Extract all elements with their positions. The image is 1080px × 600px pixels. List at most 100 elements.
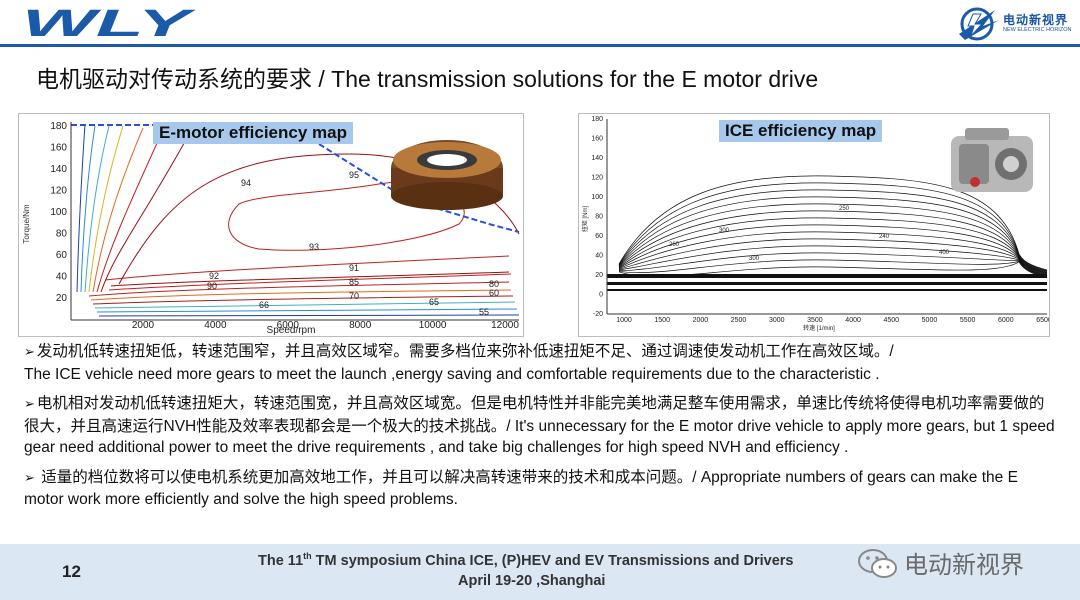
ice-contour-label: 300 bbox=[719, 228, 730, 234]
header-rule bbox=[0, 44, 1080, 47]
emap-x-tick-label: 6000 bbox=[277, 320, 300, 331]
ice-contour-line bbox=[618, 252, 1048, 277]
ice-contour-line bbox=[618, 189, 1048, 272]
ice-contour-line bbox=[618, 238, 1048, 276]
footer-event-title: The 11th TM symposium China ICE, (P)HEV … bbox=[258, 551, 794, 569]
emap-y-tick-label: 180 bbox=[50, 121, 67, 132]
ice-efficiency-map: -20 0 20 40 60 80 100 120 140 160 180 1000 1500 2000… bbox=[578, 113, 1052, 337]
ice-x-tick-label: 5500 bbox=[960, 317, 976, 324]
emap-y-tick-label: 40 bbox=[56, 272, 68, 283]
ice-x-tick-label: 3500 bbox=[807, 317, 823, 324]
emap-x-tick-label: 4000 bbox=[204, 320, 227, 331]
emap-y-tick-label: 20 bbox=[56, 293, 68, 304]
bullet-text-en: It's unnecessary for the E motor drive v… bbox=[24, 417, 1055, 457]
footer-band bbox=[0, 544, 1080, 600]
ice-y-tick-label: -20 bbox=[593, 311, 603, 318]
ice-x-tick-label: 4500 bbox=[883, 317, 899, 324]
ice-contour-line bbox=[618, 224, 1048, 275]
ice-x-tick-label: 2500 bbox=[731, 317, 747, 324]
bullet-text-en: Appropriate numbers of gears can make th… bbox=[24, 468, 1018, 509]
arrow-bullet-icon: ➢ bbox=[24, 345, 35, 360]
emotor-efficiency-map: 20 40 60 80 100 120 140 160 180 2000 4000 6000 8000… bbox=[18, 113, 524, 337]
emap-y-tick-label: 120 bbox=[50, 186, 67, 197]
bullet-item-1: ➢ 发动机低转速扭矩低，转速范围窄，并且高效区域窄。需要多档位来弥补低速扭矩不足、… bbox=[24, 341, 1059, 385]
emap-x-tick-label: 10000 bbox=[419, 320, 447, 331]
arrow-bullet-icon: ➢ bbox=[24, 397, 35, 412]
ice-x-tick-label: 4000 bbox=[845, 317, 861, 324]
ice-y-tick-label: 140 bbox=[591, 155, 603, 162]
wechat-icon bbox=[858, 549, 897, 578]
emap-contour-label: 91 bbox=[349, 263, 359, 273]
ice-contour-label: 260 bbox=[669, 242, 680, 248]
brand-name-en: NEW ELECTRIC HORIZON bbox=[1003, 27, 1072, 33]
arrow-bullet-icon: ➢ bbox=[24, 470, 35, 486]
ice-contour-label: 400 bbox=[939, 250, 950, 256]
ice-map-label: ICE efficiency map bbox=[719, 120, 883, 142]
emap-contour-label: 65 bbox=[429, 297, 439, 307]
bullet-list: ➢ 发动机低转速扭矩低，转速范围窄，并且高效区域窄。需要多档位来弥补低速扭矩不足、… bbox=[24, 341, 1059, 519]
electric-horizon-logo-icon bbox=[959, 7, 999, 41]
bullet-text-en: The ICE vehicle need more gears to meet … bbox=[24, 365, 880, 383]
brand-name-cn: 电动新视界 bbox=[1003, 13, 1069, 27]
emap-contour-label: 94 bbox=[241, 178, 251, 188]
ice-contour-line bbox=[618, 182, 1048, 271]
emap-contour-label: 93 bbox=[309, 242, 319, 252]
ice-contour-label: 300 bbox=[749, 256, 760, 262]
emap-contour-label: 70 bbox=[349, 291, 359, 301]
bullet-item-2: ➢ 电机相对发动机低转速扭矩大，转速范围宽，并且高效区域宽。但是电机特性并非能完美… bbox=[24, 393, 1059, 459]
wly-logo: WLY bbox=[22, 6, 195, 40]
ice-x-tick-label: 1000 bbox=[616, 317, 632, 324]
ice-contour-line bbox=[618, 196, 1048, 273]
footer-event-date: April 19-20 ,Shanghai bbox=[458, 573, 606, 589]
emap-contour-label: 66 bbox=[259, 300, 269, 310]
ice-contour-line bbox=[618, 259, 1048, 278]
ice-x-tick-label: 1500 bbox=[654, 317, 670, 324]
emap-contour-label: 55 bbox=[479, 307, 489, 317]
emap-y-tick-label: 100 bbox=[50, 207, 67, 218]
ice-y-tick-label: 60 bbox=[595, 233, 603, 240]
ice-x-tick-label: 5000 bbox=[922, 317, 938, 324]
bullet-text-cn: 适量的档位数将可以使电机系统更加高效地工作，并且可以解决高转速带来的技术和成本问… bbox=[36, 468, 697, 486]
slide-title: 电机驱动对传动系统的要求 / The transmission solution… bbox=[36, 66, 819, 92]
emap-contour-label: 85 bbox=[349, 277, 359, 287]
emap-ylabel: Torque/Nm bbox=[22, 204, 31, 243]
emap-contour-label: 80 bbox=[489, 279, 499, 289]
ice-contour-label: 240 bbox=[879, 234, 890, 240]
ice-contour-line bbox=[618, 210, 1048, 274]
emap-y-tick-label: 60 bbox=[56, 250, 68, 261]
emap-contour-label: 60 bbox=[489, 288, 499, 298]
emap-y-tick-label: 80 bbox=[56, 229, 68, 240]
ice-y-tick-label: 40 bbox=[595, 253, 603, 260]
emotor-map-label: E-motor efficiency map bbox=[153, 122, 353, 144]
bullet-text-cn: 电机相对发动机低转速扭矩大，转速范围宽，并且高效区域宽。但是电机特性并非能完美地… bbox=[24, 395, 1045, 435]
bullet-text-cn: 发动机低转速扭矩低，转速范围窄，并且高效区域窄。需要多档位来弥补低速扭矩不足、通… bbox=[36, 343, 894, 360]
ice-x-tick-label: 3000 bbox=[769, 317, 785, 324]
emap-contour-label: 90 bbox=[207, 281, 217, 291]
ice-engine-image bbox=[951, 128, 1033, 192]
ice-y-tick-label: 80 bbox=[595, 214, 603, 221]
emap-y-tick-label: 160 bbox=[50, 143, 67, 154]
svg-text:WLY: WLY bbox=[22, 6, 195, 40]
emotor-stator-image bbox=[391, 140, 503, 210]
ice-contour-line bbox=[618, 245, 1048, 277]
emap-xlabel: Speed/rpm bbox=[267, 325, 316, 336]
ice-y-tick-label: 100 bbox=[591, 194, 603, 201]
ice-x-tick-label: 6500 bbox=[1036, 317, 1049, 324]
emap-x-tick-label: 8000 bbox=[349, 320, 372, 331]
emap-contour-label: 92 bbox=[209, 271, 219, 281]
ice-contour-line bbox=[618, 203, 1048, 273]
bullet-item-3: ➢ 适量的档位数将可以使电机系统更加高效地工作，并且可以解决高转速带来的技术和成… bbox=[24, 467, 1059, 511]
ice-contour-line bbox=[618, 231, 1048, 276]
ice-y-tick-label: 180 bbox=[591, 116, 603, 123]
emap-x-tick-label: 2000 bbox=[132, 320, 155, 331]
ice-contour-line bbox=[618, 217, 1048, 274]
ice-y-tick-label: 120 bbox=[591, 175, 603, 182]
emap-contour-label: 95 bbox=[349, 170, 359, 180]
emap-y-tick-label: 140 bbox=[50, 164, 67, 175]
ice-y-tick-label: 160 bbox=[591, 136, 603, 143]
ice-ylabel: 扭矩 [Nm] bbox=[581, 206, 589, 233]
ice-y-tick-label: 20 bbox=[595, 272, 603, 279]
emap-x-tick-label: 12000 bbox=[491, 320, 519, 331]
ice-contour-line bbox=[618, 175, 1048, 271]
ice-contour-label: 250 bbox=[839, 206, 850, 212]
